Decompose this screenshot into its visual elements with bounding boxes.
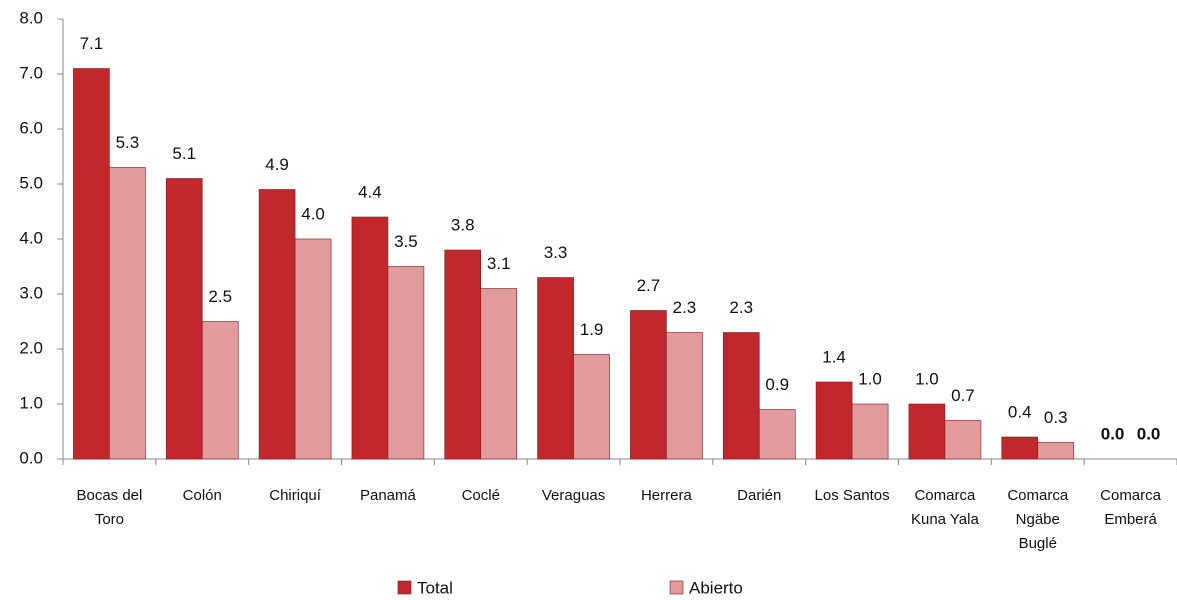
bar xyxy=(630,310,667,460)
bar xyxy=(480,288,518,460)
x-tick-label: Panamá xyxy=(359,487,416,504)
value-label: 3.1 xyxy=(487,254,511,273)
x-tick-label: Comarca Kuna Yala xyxy=(910,487,979,528)
x-tick-label: Bocas del Toro xyxy=(76,487,143,528)
x-tick-label: Colón xyxy=(182,487,222,504)
value-label: 1.0 xyxy=(858,369,882,388)
value-label: 2.5 xyxy=(208,287,232,306)
value-label: 0.0 xyxy=(1137,424,1161,443)
x-tick-label: Veraguas xyxy=(541,487,606,504)
bar xyxy=(73,68,110,460)
value-label: 7.1 xyxy=(80,34,104,53)
y-tick-label: 8.0 xyxy=(19,8,43,27)
x-tick-label: Herrera xyxy=(640,487,692,504)
value-label: 3.8 xyxy=(451,215,475,234)
bar xyxy=(758,409,796,460)
bar xyxy=(851,403,889,460)
value-label: 1.9 xyxy=(580,320,604,339)
bar xyxy=(444,249,482,460)
bar xyxy=(109,167,146,460)
y-tick-label: 3.0 xyxy=(19,283,43,302)
y-tick-label: 0.0 xyxy=(19,448,43,467)
legend-label: Abierto xyxy=(689,578,743,597)
bar xyxy=(165,178,203,460)
bar xyxy=(908,403,946,460)
y-tick-label: 4.0 xyxy=(19,228,43,247)
value-label: 5.3 xyxy=(116,133,140,152)
bar xyxy=(815,381,853,460)
x-tick-label: Los Santos xyxy=(814,487,890,504)
value-label: 0.4 xyxy=(1008,402,1032,421)
value-label: 1.0 xyxy=(915,369,939,388)
y-tick-label: 7.0 xyxy=(19,63,43,82)
value-label: 0.0 xyxy=(1101,424,1125,443)
value-label: 0.3 xyxy=(1044,408,1068,427)
value-label: 3.3 xyxy=(544,243,568,262)
y-tick-label: 6.0 xyxy=(19,118,43,137)
y-tick-label: 5.0 xyxy=(19,173,43,192)
x-tick-label: Chiriquí xyxy=(269,487,321,504)
x-tick-label: Coclé xyxy=(461,487,500,504)
y-tick-label: 2.0 xyxy=(19,338,43,357)
bar xyxy=(258,189,296,460)
bar xyxy=(537,277,574,460)
value-label: 4.9 xyxy=(265,155,289,174)
legend-swatch xyxy=(669,580,684,595)
value-label: 4.4 xyxy=(358,182,382,201)
bar xyxy=(1001,436,1039,460)
y-tick-label: 1.0 xyxy=(19,393,43,412)
bar xyxy=(294,238,332,460)
bar xyxy=(722,332,760,460)
legend-label: Total xyxy=(417,578,453,597)
bar xyxy=(944,420,982,460)
value-label: 5.1 xyxy=(172,144,196,163)
legend-swatch xyxy=(397,580,412,595)
bar xyxy=(387,266,425,460)
value-label: 0.7 xyxy=(951,386,975,405)
x-tick-label: Comarca Emberá xyxy=(1100,487,1161,528)
bar xyxy=(666,332,703,460)
value-label: 2.7 xyxy=(637,276,661,295)
x-tick-label: Darién xyxy=(737,487,782,504)
x-tick-label: Comarca Ngäbe Buglé xyxy=(1007,487,1069,552)
value-label: 4.0 xyxy=(301,204,325,223)
value-label: 0.9 xyxy=(765,375,789,394)
value-label: 2.3 xyxy=(729,298,753,317)
bar xyxy=(573,354,610,460)
bar xyxy=(351,216,389,460)
value-label: 3.5 xyxy=(394,232,418,251)
value-label: 2.3 xyxy=(673,298,697,317)
bar xyxy=(1037,442,1075,460)
bar xyxy=(201,321,239,460)
value-label: 1.4 xyxy=(822,347,846,366)
